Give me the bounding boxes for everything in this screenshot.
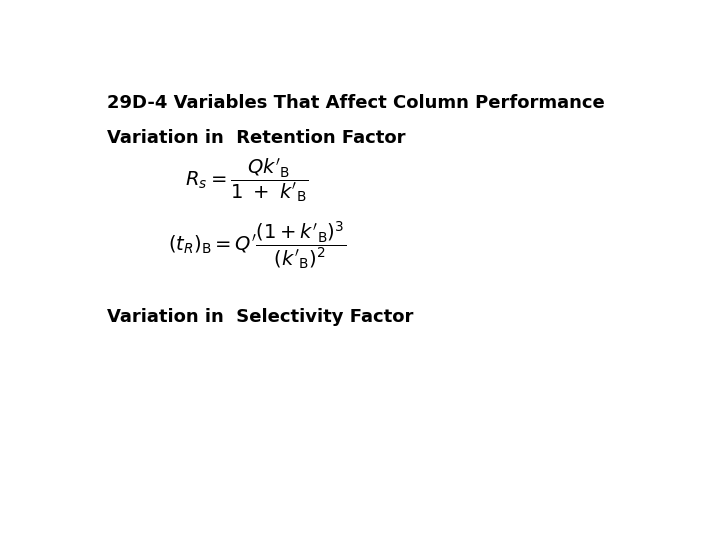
Text: Variation in  Selectivity Factor: Variation in Selectivity Factor bbox=[107, 308, 413, 326]
Text: 29D-4 Variables That Affect Column Performance: 29D-4 Variables That Affect Column Perfo… bbox=[107, 94, 605, 112]
Text: $R_s = \dfrac{Qk'_{\rm B}}{1\ +\ k'_{\rm B}}$: $R_s = \dfrac{Qk'_{\rm B}}{1\ +\ k'_{\rm… bbox=[185, 157, 308, 205]
Text: $(t_R)_{\rm B} = Q'\dfrac{(1+k'_{\rm B})^3}{(k'_{\rm B})^2}$: $(t_R)_{\rm B} = Q'\dfrac{(1+k'_{\rm B})… bbox=[168, 220, 346, 272]
Text: Variation in  Retention Factor: Variation in Retention Factor bbox=[107, 129, 405, 147]
